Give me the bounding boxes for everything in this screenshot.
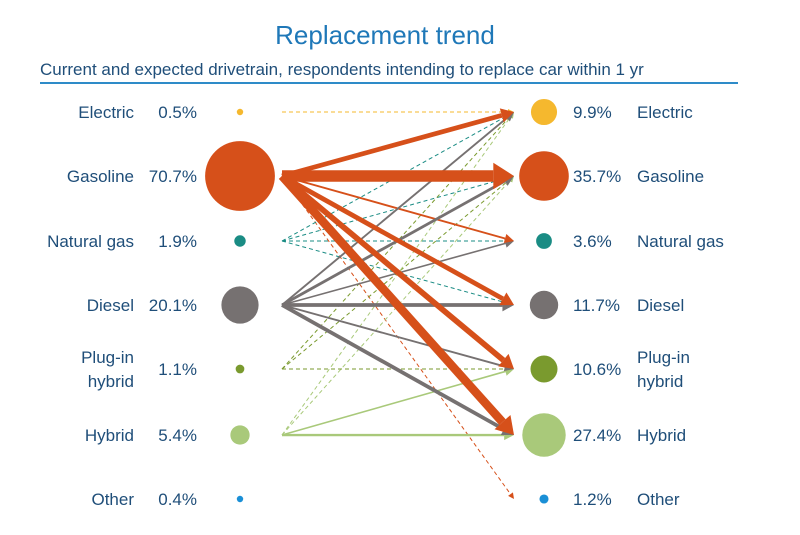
expected-node-hybrid: [522, 413, 566, 457]
expected-value-hybrid: 27.4%: [573, 426, 621, 445]
expected-value-electric: 9.9%: [573, 103, 612, 122]
flow-arrowhead-gasoline-to-diesel: [499, 292, 514, 306]
nodes: [205, 98, 569, 504]
flow-diesel-to-hybrid: [281, 303, 505, 432]
current-value-other: 0.4%: [158, 490, 197, 509]
current-node-gasoline: [205, 141, 275, 211]
current-value-hybrid: 5.4%: [158, 426, 197, 445]
flow-diesel-to-natural-gas: [281, 242, 506, 306]
current-value-diesel: 20.1%: [149, 296, 197, 315]
flow-gasoline-to-hybrid: [278, 173, 506, 425]
flow-gasoline-to-other: [281, 175, 511, 495]
expected-node-other: [539, 494, 549, 504]
expected-node-electric: [530, 98, 558, 126]
labels: 0.5% Electric 70.7% Gasoline 1.9% Natural gas…: [47, 103, 724, 509]
flow-gasoline-to-diesel: [280, 173, 505, 301]
current-label-natural-gas: Natural gas: [47, 232, 134, 251]
chart-subtitle: Current and expected drivetrain, respond…: [40, 60, 738, 84]
flow-hybrid-to-electric: [281, 116, 511, 436]
flow-arrowhead-gasoline-to-electric: [499, 108, 514, 123]
current-value-electric: 0.5%: [158, 103, 197, 122]
expected-label-hybrid: Hybrid: [637, 426, 686, 445]
flow-diesel-to-electric: [281, 117, 508, 306]
flow-diesel-to-plug-in-hybrid: [281, 304, 506, 368]
expected-node-gasoline: [519, 151, 569, 201]
expected-label-natural-gas: Natural gas: [637, 232, 724, 251]
expected-value-plug-in-hybrid: 10.6%: [573, 360, 621, 379]
expected-label-plug-in-hybrid-0: Plug-in: [637, 348, 690, 367]
current-node-electric: [236, 108, 244, 116]
expected-label-gasoline: Gasoline: [637, 167, 704, 186]
expected-value-gasoline: 35.7%: [573, 167, 621, 186]
current-label-gasoline: Gasoline: [67, 167, 134, 186]
current-label-diesel: Diesel: [87, 296, 134, 315]
flow-gasoline-to-natural-gas: [281, 175, 506, 240]
expected-label-plug-in-hybrid-1: hybrid: [637, 372, 683, 391]
current-label-electric: Electric: [78, 103, 134, 122]
flow-arrowhead-gasoline-to-gasoline: [493, 162, 514, 190]
expected-label-other: Other: [637, 490, 680, 509]
flow-arrowhead-gasoline-to-hybrid: [494, 415, 514, 435]
expected-node-plug-in-hybrid: [530, 355, 558, 383]
current-node-hybrid: [230, 425, 250, 445]
flow-arrowhead-gasoline-to-natural-gas: [503, 233, 514, 244]
expected-node-diesel: [529, 290, 559, 320]
expected-label-diesel: Diesel: [637, 296, 684, 315]
current-value-gasoline: 70.7%: [149, 167, 197, 186]
flow-lines: [278, 108, 514, 499]
expected-node-natural-gas: [536, 233, 552, 249]
expected-value-other: 1.2%: [573, 490, 612, 509]
expected-value-natural-gas: 3.6%: [573, 232, 612, 251]
current-value-plug-in-hybrid: 1.1%: [158, 360, 197, 379]
flow-gasoline-to-electric: [281, 113, 503, 179]
expected-label-electric: Electric: [637, 103, 693, 122]
current-node-diesel: [221, 286, 259, 324]
current-node-natural-gas: [234, 235, 246, 247]
current-label-hybrid: Hybrid: [85, 426, 134, 445]
chart-title: Replacement trend: [275, 20, 495, 50]
flow-diesel-to-gasoline: [281, 179, 506, 307]
flow-gasoline-to-plug-in-hybrid: [280, 173, 506, 363]
flow-arrowhead-gasoline-to-plug-in-hybrid: [498, 353, 514, 369]
current-node-plug-in-hybrid: [235, 364, 245, 374]
flow-arrowhead-gasoline-to-other: [508, 492, 514, 499]
current-value-natural-gas: 1.9%: [158, 232, 197, 251]
flow-hybrid-to-plug-in-hybrid: [281, 370, 506, 436]
expected-value-diesel: 11.7%: [573, 296, 620, 315]
current-label-plug-in-hybrid-1: hybrid: [88, 372, 134, 391]
current-node-other: [236, 495, 244, 503]
current-label-other: Other: [91, 490, 134, 509]
current-label-plug-in-hybrid-0: Plug-in: [81, 348, 134, 367]
